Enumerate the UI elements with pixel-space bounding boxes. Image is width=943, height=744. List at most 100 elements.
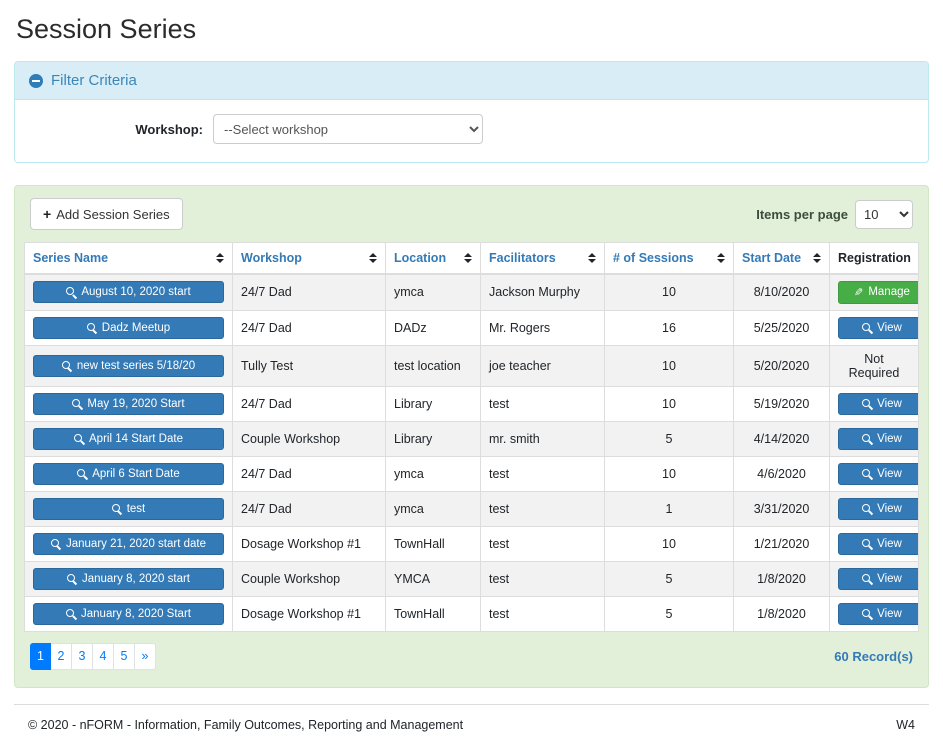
search-icon <box>66 608 76 619</box>
sessions-cell: 10 <box>604 273 734 311</box>
column-header-start-date[interactable]: Start Date <box>733 242 830 275</box>
view-button[interactable]: View <box>838 497 919 520</box>
location-cell: Library <box>385 421 481 457</box>
sessions-cell: 5 <box>604 421 734 457</box>
series-name-button[interactable]: new test series 5/18/20 <box>33 354 224 377</box>
series-name-button[interactable]: Dadz Meetup <box>33 316 224 339</box>
sessions-cell: 10 <box>604 456 734 492</box>
table-row: test 24/7 Dad ymca test 1 3/31/2020 View <box>24 491 919 527</box>
registration-cell: View <box>829 421 919 457</box>
column-header-registration: Registration <box>829 242 919 275</box>
view-button[interactable]: View <box>838 532 919 555</box>
facilitators-cell: Mr. Rogers <box>480 310 605 346</box>
workshop-cell: 24/7 Dad <box>232 310 386 346</box>
series-name-label: August 10, 2020 start <box>81 286 191 298</box>
facilitators-cell: test <box>480 561 605 597</box>
sessions-cell: 10 <box>604 345 734 387</box>
series-name-button[interactable]: August 10, 2020 start <box>33 281 224 303</box>
view-button[interactable]: View <box>838 316 919 339</box>
table-row: April 6 Start Date 24/7 Dad ymca test 10 4/6/… <box>24 456 919 492</box>
filter-body: Workshop: --Select workshop <box>15 100 928 162</box>
view-button[interactable]: View <box>838 427 919 450</box>
sort-icon <box>588 252 596 263</box>
registration-button-label: View <box>877 432 902 445</box>
series-name-label: January 21, 2020 start date <box>65 537 206 550</box>
start-date-cell: 4/6/2020 <box>733 456 830 492</box>
series-name-button[interactable]: April 14 Start Date <box>33 427 224 450</box>
items-per-page-select[interactable]: 10 <box>855 199 913 229</box>
start-date-cell: 1/8/2020 <box>733 561 830 597</box>
view-button[interactable]: View <box>838 567 919 590</box>
facilitators-cell: test <box>480 456 605 492</box>
series-name-button[interactable]: April 6 Start Date <box>33 462 224 485</box>
start-date-cell: 8/10/2020 <box>733 273 830 311</box>
add-session-series-button[interactable]: + Add Session Series <box>30 198 183 230</box>
series-name-cell: new test series 5/18/20 <box>24 345 233 387</box>
start-date-cell: 1/8/2020 <box>733 596 830 632</box>
workshop-cell: 24/7 Dad <box>232 273 386 311</box>
registration-button-label: View <box>877 397 902 410</box>
series-name-button[interactable]: May 19, 2020 Start <box>33 392 224 415</box>
registration-cell: View <box>829 386 919 422</box>
pagination-page-4[interactable]: 4 <box>93 642 114 670</box>
sort-icon <box>216 252 224 263</box>
search-icon <box>862 503 872 514</box>
table-row: April 14 Start Date Couple Workshop Librar… <box>24 421 919 457</box>
series-name-cell: May 19, 2020 Start <box>24 386 233 422</box>
search-icon <box>862 433 872 444</box>
view-button[interactable]: View <box>838 462 919 485</box>
registration-cell: View <box>829 596 919 632</box>
sessions-cell: 5 <box>604 596 734 632</box>
filter-criteria-header[interactable]: Filter Criteria <box>15 62 928 100</box>
series-name-button[interactable]: January 8, 2020 start <box>33 567 224 590</box>
series-name-button[interactable]: test <box>33 497 224 520</box>
view-button[interactable]: View <box>838 602 919 625</box>
pagination-next-button[interactable]: » <box>135 642 156 670</box>
series-name-cell: January 8, 2020 Start <box>24 596 233 632</box>
pagination-page-3[interactable]: 3 <box>72 642 93 670</box>
location-cell: ymca <box>385 491 481 527</box>
pagination-page-2[interactable]: 2 <box>51 642 72 670</box>
site-footer: © 2020 - nFORM - Information, Family Out… <box>14 703 929 744</box>
series-name-label: January 8, 2020 Start <box>81 607 191 620</box>
column-header-series-name[interactable]: Series Name <box>24 242 233 275</box>
series-name-cell: January 8, 2020 start <box>24 561 233 597</box>
search-icon <box>50 538 61 549</box>
workshop-label: Workshop: <box>135 121 203 137</box>
sessions-cell: 10 <box>604 386 734 422</box>
series-name-label: new test series 5/18/20 <box>76 359 196 372</box>
column-label: # of Sessions <box>613 250 694 265</box>
series-name-cell: August 10, 2020 start <box>24 273 233 311</box>
column-header-facilitators[interactable]: Facilitators <box>480 242 605 275</box>
search-icon <box>862 608 872 619</box>
column-header-workshop[interactable]: Workshop <box>232 242 386 275</box>
location-cell: TownHall <box>385 596 481 632</box>
registration-status-text: Not Required <box>848 351 900 380</box>
series-name-button[interactable]: January 21, 2020 start date <box>33 532 224 555</box>
pagination-page-1[interactable]: 1 <box>30 642 51 670</box>
column-header-location[interactable]: Location <box>385 242 481 275</box>
series-name-button[interactable]: January 8, 2020 Start <box>33 602 224 625</box>
workshop-select[interactable]: --Select workshop <box>213 114 483 144</box>
table-row: January 8, 2020 start Couple Workshop YMCA… <box>24 561 919 597</box>
search-icon <box>862 322 872 333</box>
items-per-page-label: Items per page <box>756 206 848 222</box>
filter-panel: Filter Criteria Workshop: --Select works… <box>14 61 929 163</box>
column-label: Location <box>394 250 447 265</box>
pagination: 1 2 3 4 5» <box>30 642 156 670</box>
manage-button[interactable]: ✎ Manage <box>838 280 919 304</box>
location-cell: ymca <box>385 273 481 311</box>
column-label: Facilitators <box>489 250 556 265</box>
search-icon <box>862 468 872 479</box>
column-label: Series Name <box>33 250 109 265</box>
filter-criteria-title: Filter Criteria <box>51 72 137 89</box>
location-cell: Library <box>385 386 481 422</box>
view-button[interactable]: View <box>838 392 919 415</box>
column-header-of-sessions[interactable]: # of Sessions <box>604 242 734 275</box>
series-name-cell: April 6 Start Date <box>24 456 233 492</box>
series-name-cell: Dadz Meetup <box>24 310 233 346</box>
registration-button-label: View <box>877 537 902 550</box>
pagination-page-5[interactable]: 5 <box>114 642 135 670</box>
registration-button-label: View <box>877 502 902 515</box>
